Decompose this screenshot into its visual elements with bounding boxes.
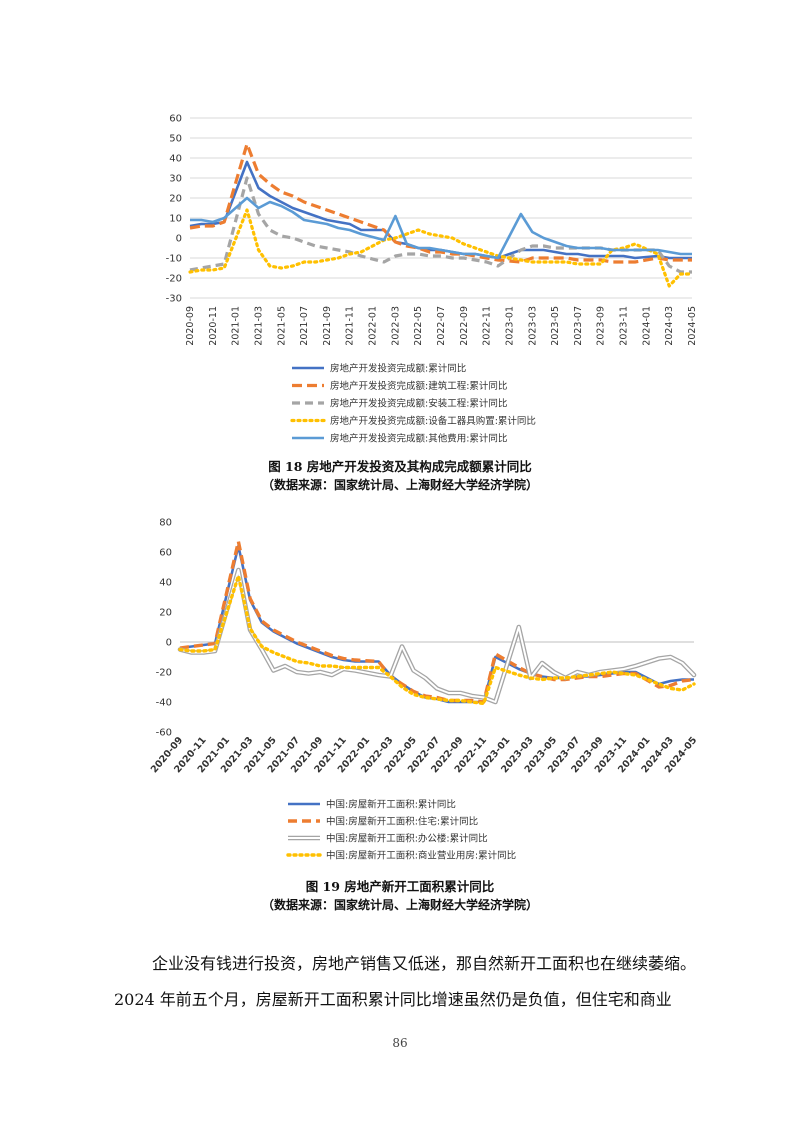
x-tick-label: 2022-01 — [368, 306, 379, 346]
legend-entry-4: 房地产开发投资完成额:设备工器具购置:累计同比 — [290, 415, 536, 427]
series-line-1 — [179, 544, 694, 704]
series-line-2 — [179, 539, 695, 704]
page-number: 86 — [392, 1036, 408, 1050]
legend-label: 中国:房屋新开工面积:累计同比 — [326, 799, 456, 811]
legend-entry-4: 中国:房屋新开工面积:商业营业用房:累计同比 — [286, 850, 516, 862]
x-tick-label: 2021-11 — [345, 306, 356, 346]
legend-entry-5: 房地产开发投资完成额:其他费用:累计同比 — [292, 433, 507, 445]
y-tick-label: 60 — [169, 114, 182, 125]
series-line-5 — [190, 196, 692, 260]
legend-label: 房地产开发投资完成额:设备工器具购置:累计同比 — [330, 415, 536, 427]
x-tick-label: 2021-05 — [276, 306, 287, 346]
y-tick-label: -30 — [166, 294, 182, 305]
fig18-source: （数据来源：国家统计局、上海财经大学经济学院） — [261, 478, 538, 492]
y-tick-label: -10 — [166, 254, 182, 265]
x-tick-label: 2024-05 — [687, 306, 698, 346]
x-tick-label: 2023-09 — [596, 306, 607, 346]
legend-label: 中国:房屋新开工面积:住宅:累计同比 — [326, 816, 478, 828]
y-tick-label: 20 — [159, 608, 172, 619]
x-tick-label: 2023-11 — [619, 306, 630, 346]
chart-fig18: -30 -20 -10 0 10 20 30 40 50 60 2020-09 2020-11 2021… — [0, 100, 800, 450]
series-line-4 — [188, 208, 694, 288]
x-tick-label: 2023-07 — [573, 306, 584, 346]
fig19-source: （数据来源：国家统计局、上海财经大学经济学院） — [261, 898, 538, 912]
legend-entry-2: 中国:房屋新开工面积:住宅:累计同比 — [288, 816, 478, 828]
legend-entry-1: 中国:房屋新开工面积:累计同比 — [288, 799, 456, 811]
x-tick-label: 2023-03 — [527, 306, 538, 346]
x-tick-label: 2024-03 — [664, 306, 675, 346]
x-tick-label: 2023-05 — [550, 306, 561, 346]
legend-label: 中国:房屋新开工面积:办公楼:累计同比 — [326, 833, 488, 845]
x-tick-label: 2020-09 — [185, 306, 196, 346]
legend-label: 房地产开发投资完成额:建筑工程:累计同比 — [330, 380, 507, 392]
legend-label: 房地产开发投资完成额:安装工程:累计同比 — [330, 398, 507, 410]
legend-entry-1: 房地产开发投资完成额:累计同比 — [292, 363, 466, 375]
x-tick-label: 2024-01 — [641, 306, 652, 346]
y-tick-label: -40 — [156, 698, 172, 709]
legend-entry-3: 中国:房屋新开工面积:办公楼:累计同比 — [288, 833, 488, 845]
y-tick-label: 0 — [166, 638, 172, 649]
body-text-line-2: 2024 年前五个月，房屋新开工面积累计同比增速虽然仍是负值，但住宅和商业 — [114, 990, 672, 1009]
x-tick-label: 2022-05 — [413, 306, 424, 346]
legend-label: 房地产开发投资完成额:其他费用:累计同比 — [330, 433, 507, 445]
x-tick-label: 2021-07 — [299, 306, 310, 346]
y-tick-label: -60 — [156, 728, 172, 739]
series-line-3 — [177, 567, 697, 705]
y-tick-label: -20 — [156, 668, 172, 679]
y-tick-label: 50 — [169, 134, 182, 145]
x-tick-label: 2021-09 — [322, 306, 333, 346]
x-tick-label: 2020-11 — [208, 306, 219, 346]
chart-fig18-svg: -30 -20 -10 0 10 20 30 40 50 60 2020-09 2020-11 2021… — [166, 114, 698, 445]
body-text-line-1: 企业没有钱进行投资，房地产销售又低迷，那自然新开工面积也在继续萎缩。 — [152, 954, 697, 973]
y-tick-label: 20 — [169, 194, 182, 205]
y-tick-label: 80 — [159, 518, 172, 529]
chart-fig19-svg: -60-40-200204060802020-092020-112021-012… — [149, 518, 699, 862]
legend-entry-2: 房地产开发投资完成额:建筑工程:累计同比 — [292, 380, 507, 392]
legend-entry-3: 房地产开发投资完成额:安装工程:累计同比 — [292, 398, 507, 410]
fig18-caption: 图 18 房地产开发投资及其构成完成额累计同比 — [268, 459, 532, 474]
x-tick-label: 2021-03 — [253, 306, 264, 346]
y-tick-label: 30 — [169, 174, 182, 185]
y-tick-label: 0 — [176, 234, 182, 245]
chart-fig19: -60 -40 -20 0 20 40 60 80 2020-09 2020-11 2021-01 2… — [0, 508, 800, 873]
x-tick-label: 2023-01 — [504, 306, 515, 346]
series-line-3 — [189, 176, 692, 274]
series-line-1 — [189, 160, 692, 260]
y-tick-label: 10 — [169, 214, 182, 225]
legend-label: 房地产开发投资完成额:累计同比 — [330, 363, 466, 375]
x-tick-label: 2022-07 — [436, 306, 447, 346]
x-tick-label: 2022-11 — [482, 306, 493, 346]
y-tick-label: 40 — [159, 578, 172, 589]
x-tick-label: 2022-03 — [390, 306, 401, 346]
x-tick-label: 2022-09 — [459, 306, 470, 346]
y-tick-label: 40 — [169, 154, 182, 165]
series-line-4 — [178, 574, 696, 706]
y-tick-label: 60 — [159, 548, 172, 559]
legend-label: 中国:房屋新开工面积:商业营业用房:累计同比 — [326, 850, 516, 862]
fig19-caption: 图 19 房地产新开工面积累计同比 — [305, 879, 495, 894]
x-tick-label: 2021-01 — [231, 306, 242, 346]
y-tick-label: -20 — [166, 274, 182, 285]
